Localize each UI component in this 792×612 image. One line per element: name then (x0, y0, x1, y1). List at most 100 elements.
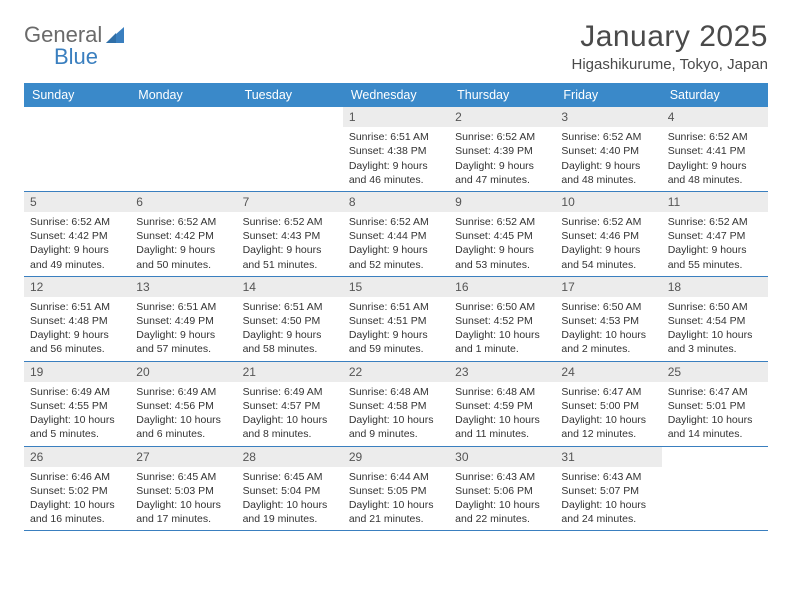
day-body: Sunrise: 6:47 AMSunset: 5:00 PMDaylight:… (555, 384, 661, 446)
day-cell: . (662, 447, 768, 531)
week-row: 26Sunrise: 6:46 AMSunset: 5:02 PMDayligh… (24, 447, 768, 532)
week-row: 19Sunrise: 6:49 AMSunset: 4:55 PMDayligh… (24, 362, 768, 447)
dow-cell: Wednesday (343, 83, 449, 107)
day-body: Sunrise: 6:47 AMSunset: 5:01 PMDaylight:… (662, 384, 768, 446)
calendar-weeks: ...1Sunrise: 6:51 AMSunset: 4:38 PMDayli… (24, 107, 768, 531)
day-number: 20 (130, 362, 236, 382)
day-body: Sunrise: 6:52 AMSunset: 4:44 PMDaylight:… (343, 214, 449, 276)
day-cell: . (24, 107, 130, 191)
day-cell: 16Sunrise: 6:50 AMSunset: 4:52 PMDayligh… (449, 277, 555, 361)
dow-cell: Monday (130, 83, 236, 107)
day-cell: 24Sunrise: 6:47 AMSunset: 5:00 PMDayligh… (555, 362, 661, 446)
day-body: Sunrise: 6:49 AMSunset: 4:55 PMDaylight:… (24, 384, 130, 446)
day-number: 22 (343, 362, 449, 382)
day-body: Sunrise: 6:49 AMSunset: 4:57 PMDaylight:… (237, 384, 343, 446)
dow-cell: Thursday (449, 83, 555, 107)
day-number: 28 (237, 447, 343, 467)
day-cell: 25Sunrise: 6:47 AMSunset: 5:01 PMDayligh… (662, 362, 768, 446)
day-cell: 18Sunrise: 6:50 AMSunset: 4:54 PMDayligh… (662, 277, 768, 361)
day-body: Sunrise: 6:52 AMSunset: 4:46 PMDaylight:… (555, 214, 661, 276)
day-body: Sunrise: 6:52 AMSunset: 4:47 PMDaylight:… (662, 214, 768, 276)
day-body: Sunrise: 6:52 AMSunset: 4:45 PMDaylight:… (449, 214, 555, 276)
dow-cell: Friday (555, 83, 661, 107)
day-number: 3 (555, 107, 661, 127)
day-number: 25 (662, 362, 768, 382)
day-number: 17 (555, 277, 661, 297)
day-body: Sunrise: 6:52 AMSunset: 4:39 PMDaylight:… (449, 129, 555, 191)
day-of-week-header: SundayMondayTuesdayWednesdayThursdayFrid… (24, 83, 768, 107)
day-body: Sunrise: 6:43 AMSunset: 5:07 PMDaylight:… (555, 469, 661, 531)
day-body: Sunrise: 6:51 AMSunset: 4:49 PMDaylight:… (130, 299, 236, 361)
day-cell: 7Sunrise: 6:52 AMSunset: 4:43 PMDaylight… (237, 192, 343, 276)
day-number: 30 (449, 447, 555, 467)
day-number: 18 (662, 277, 768, 297)
day-body: Sunrise: 6:48 AMSunset: 4:58 PMDaylight:… (343, 384, 449, 446)
day-body: Sunrise: 6:50 AMSunset: 4:54 PMDaylight:… (662, 299, 768, 361)
day-number: 4 (662, 107, 768, 127)
day-body: Sunrise: 6:43 AMSunset: 5:06 PMDaylight:… (449, 469, 555, 531)
day-cell: 8Sunrise: 6:52 AMSunset: 4:44 PMDaylight… (343, 192, 449, 276)
day-number: 27 (130, 447, 236, 467)
day-body: Sunrise: 6:45 AMSunset: 5:04 PMDaylight:… (237, 469, 343, 531)
day-body: Sunrise: 6:51 AMSunset: 4:48 PMDaylight:… (24, 299, 130, 361)
day-cell: 15Sunrise: 6:51 AMSunset: 4:51 PMDayligh… (343, 277, 449, 361)
day-number: 26 (24, 447, 130, 467)
brand-part2: Blue (54, 44, 98, 70)
day-cell: 12Sunrise: 6:51 AMSunset: 4:48 PMDayligh… (24, 277, 130, 361)
day-number: 14 (237, 277, 343, 297)
day-number: 12 (24, 277, 130, 297)
day-body: Sunrise: 6:45 AMSunset: 5:03 PMDaylight:… (130, 469, 236, 531)
day-cell: 10Sunrise: 6:52 AMSunset: 4:46 PMDayligh… (555, 192, 661, 276)
day-cell: 30Sunrise: 6:43 AMSunset: 5:06 PMDayligh… (449, 447, 555, 531)
day-cell: 6Sunrise: 6:52 AMSunset: 4:42 PMDaylight… (130, 192, 236, 276)
week-row: 5Sunrise: 6:52 AMSunset: 4:42 PMDaylight… (24, 192, 768, 277)
day-cell: 1Sunrise: 6:51 AMSunset: 4:38 PMDaylight… (343, 107, 449, 191)
day-body: Sunrise: 6:52 AMSunset: 4:41 PMDaylight:… (662, 129, 768, 191)
day-cell: 3Sunrise: 6:52 AMSunset: 4:40 PMDaylight… (555, 107, 661, 191)
day-cell: 20Sunrise: 6:49 AMSunset: 4:56 PMDayligh… (130, 362, 236, 446)
day-cell: 9Sunrise: 6:52 AMSunset: 4:45 PMDaylight… (449, 192, 555, 276)
day-number: 21 (237, 362, 343, 382)
day-number: 15 (343, 277, 449, 297)
calendar-grid: SundayMondayTuesdayWednesdayThursdayFrid… (24, 83, 768, 531)
day-body: Sunrise: 6:46 AMSunset: 5:02 PMDaylight:… (24, 469, 130, 531)
day-number: 6 (130, 192, 236, 212)
brand-sail-icon (104, 25, 126, 45)
day-body: Sunrise: 6:50 AMSunset: 4:53 PMDaylight:… (555, 299, 661, 361)
day-number: 5 (24, 192, 130, 212)
day-cell: 29Sunrise: 6:44 AMSunset: 5:05 PMDayligh… (343, 447, 449, 531)
day-body: Sunrise: 6:52 AMSunset: 4:42 PMDaylight:… (130, 214, 236, 276)
dow-cell: Sunday (24, 83, 130, 107)
day-number: 24 (555, 362, 661, 382)
day-number: 1 (343, 107, 449, 127)
day-cell: 13Sunrise: 6:51 AMSunset: 4:49 PMDayligh… (130, 277, 236, 361)
dow-cell: Saturday (662, 83, 768, 107)
day-cell: 26Sunrise: 6:46 AMSunset: 5:02 PMDayligh… (24, 447, 130, 531)
day-number: 13 (130, 277, 236, 297)
day-number: 10 (555, 192, 661, 212)
day-body: Sunrise: 6:50 AMSunset: 4:52 PMDaylight:… (449, 299, 555, 361)
day-number: 9 (449, 192, 555, 212)
day-body: Sunrise: 6:51 AMSunset: 4:51 PMDaylight:… (343, 299, 449, 361)
day-number: 31 (555, 447, 661, 467)
day-cell: 11Sunrise: 6:52 AMSunset: 4:47 PMDayligh… (662, 192, 768, 276)
day-cell: 21Sunrise: 6:49 AMSunset: 4:57 PMDayligh… (237, 362, 343, 446)
week-row: ...1Sunrise: 6:51 AMSunset: 4:38 PMDayli… (24, 107, 768, 192)
week-row: 12Sunrise: 6:51 AMSunset: 4:48 PMDayligh… (24, 277, 768, 362)
day-body: Sunrise: 6:49 AMSunset: 4:56 PMDaylight:… (130, 384, 236, 446)
day-cell: 19Sunrise: 6:49 AMSunset: 4:55 PMDayligh… (24, 362, 130, 446)
day-body: Sunrise: 6:44 AMSunset: 5:05 PMDaylight:… (343, 469, 449, 531)
day-cell: 17Sunrise: 6:50 AMSunset: 4:53 PMDayligh… (555, 277, 661, 361)
day-cell: 23Sunrise: 6:48 AMSunset: 4:59 PMDayligh… (449, 362, 555, 446)
day-cell: 14Sunrise: 6:51 AMSunset: 4:50 PMDayligh… (237, 277, 343, 361)
day-number: 8 (343, 192, 449, 212)
location-text: Higashikurume, Tokyo, Japan (24, 56, 768, 73)
day-number: 16 (449, 277, 555, 297)
day-body: Sunrise: 6:51 AMSunset: 4:50 PMDaylight:… (237, 299, 343, 361)
day-body: Sunrise: 6:48 AMSunset: 4:59 PMDaylight:… (449, 384, 555, 446)
day-number: 11 (662, 192, 768, 212)
day-cell: 5Sunrise: 6:52 AMSunset: 4:42 PMDaylight… (24, 192, 130, 276)
day-cell: 22Sunrise: 6:48 AMSunset: 4:58 PMDayligh… (343, 362, 449, 446)
day-body: Sunrise: 6:52 AMSunset: 4:43 PMDaylight:… (237, 214, 343, 276)
day-cell: . (237, 107, 343, 191)
